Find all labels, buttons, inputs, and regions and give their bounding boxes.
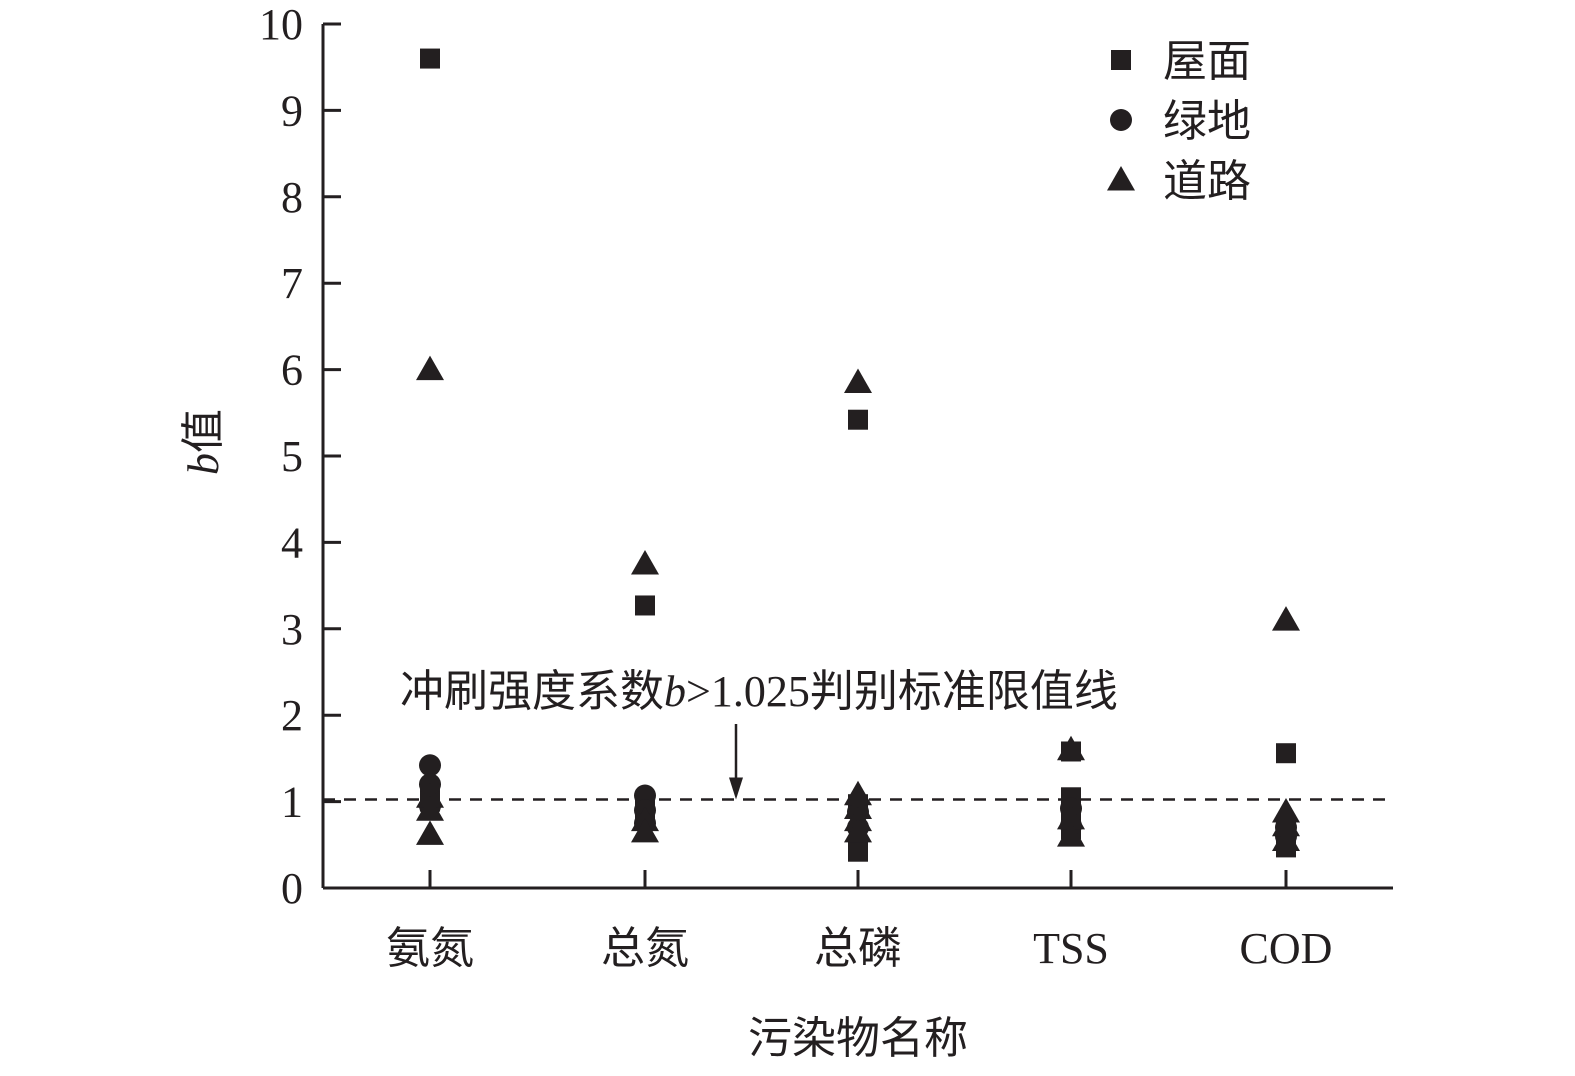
y-tick-label: 3	[281, 605, 303, 654]
square-marker	[635, 595, 655, 616]
triangle-marker	[844, 780, 872, 806]
triangle-marker	[1272, 797, 1300, 823]
triangle-marker	[844, 368, 872, 394]
legend-item: 道路	[1107, 157, 1251, 206]
legend-item: 绿地	[1110, 97, 1251, 146]
series-triangle	[416, 355, 1300, 851]
circle-marker	[419, 754, 441, 777]
arrow-head	[729, 777, 743, 800]
annotation-arrow	[729, 724, 743, 800]
y-tick-label: 1	[281, 778, 303, 827]
y-tick-label: 8	[281, 173, 303, 222]
annotation-text-after: >1.025判别标准限值线	[686, 667, 1118, 716]
x-tick-label: 总磷	[814, 924, 902, 973]
triangle-marker	[416, 783, 444, 808]
square-marker	[848, 841, 868, 862]
legend-label: 绿地	[1163, 97, 1251, 146]
square-marker	[848, 409, 868, 430]
triangle-marker	[1272, 811, 1300, 837]
y-axis-title: b值	[179, 409, 228, 475]
x-tick-label: 总氮	[601, 924, 689, 973]
triangle-marker	[1272, 606, 1300, 631]
legend-label: 屋面	[1163, 37, 1251, 86]
data-points	[416, 48, 1300, 862]
circle-marker	[1110, 109, 1132, 131]
x-tick-label: TSS	[1033, 924, 1109, 973]
x-tick-label: COD	[1240, 924, 1333, 973]
square-marker	[420, 48, 440, 69]
y-tick-label: 5	[281, 432, 303, 481]
y-axis-ticks: 0 1 2 3 4 5 6 7 8 9 10	[259, 0, 341, 913]
y-tick-label: 4	[281, 518, 303, 567]
triangle-marker	[1057, 735, 1085, 761]
y-tick-label: 6	[281, 346, 303, 395]
x-axis-ticks: 氨氮 总氮 总磷 TSS COD	[386, 870, 1332, 973]
y-tick-label: 0	[281, 864, 303, 913]
triangle-marker	[1107, 166, 1135, 191]
square-marker	[1276, 743, 1296, 764]
triangle-marker	[416, 796, 444, 821]
y-tick-label: 7	[281, 259, 303, 308]
threshold-annotation: 冲刷强度系数b>1.025判别标准限值线	[400, 667, 1118, 716]
legend-item: 屋面	[1111, 37, 1251, 86]
y-axis-title-italic: b	[179, 453, 228, 475]
y-tick-label: 10	[259, 0, 303, 49]
square-marker	[1111, 50, 1131, 70]
annotation-text-before: 冲刷强度系数	[400, 667, 664, 716]
triangle-marker	[1057, 822, 1085, 847]
triangle-marker	[416, 820, 444, 845]
y-axis-title-rest: 值	[179, 409, 228, 453]
y-tick-label: 2	[281, 691, 303, 740]
triangle-marker	[1057, 804, 1085, 830]
triangle-marker	[631, 550, 659, 575]
triangle-marker	[631, 817, 659, 843]
annotation-text-italic: b	[664, 667, 686, 716]
legend-label: 道路	[1163, 157, 1251, 206]
triangle-marker	[1272, 826, 1300, 851]
x-tick-label: 氨氮	[386, 924, 474, 973]
y-tick-label: 9	[281, 86, 303, 135]
triangle-marker	[416, 355, 444, 381]
x-axis-title: 污染物名称	[748, 1014, 968, 1063]
triangle-marker	[844, 817, 872, 843]
